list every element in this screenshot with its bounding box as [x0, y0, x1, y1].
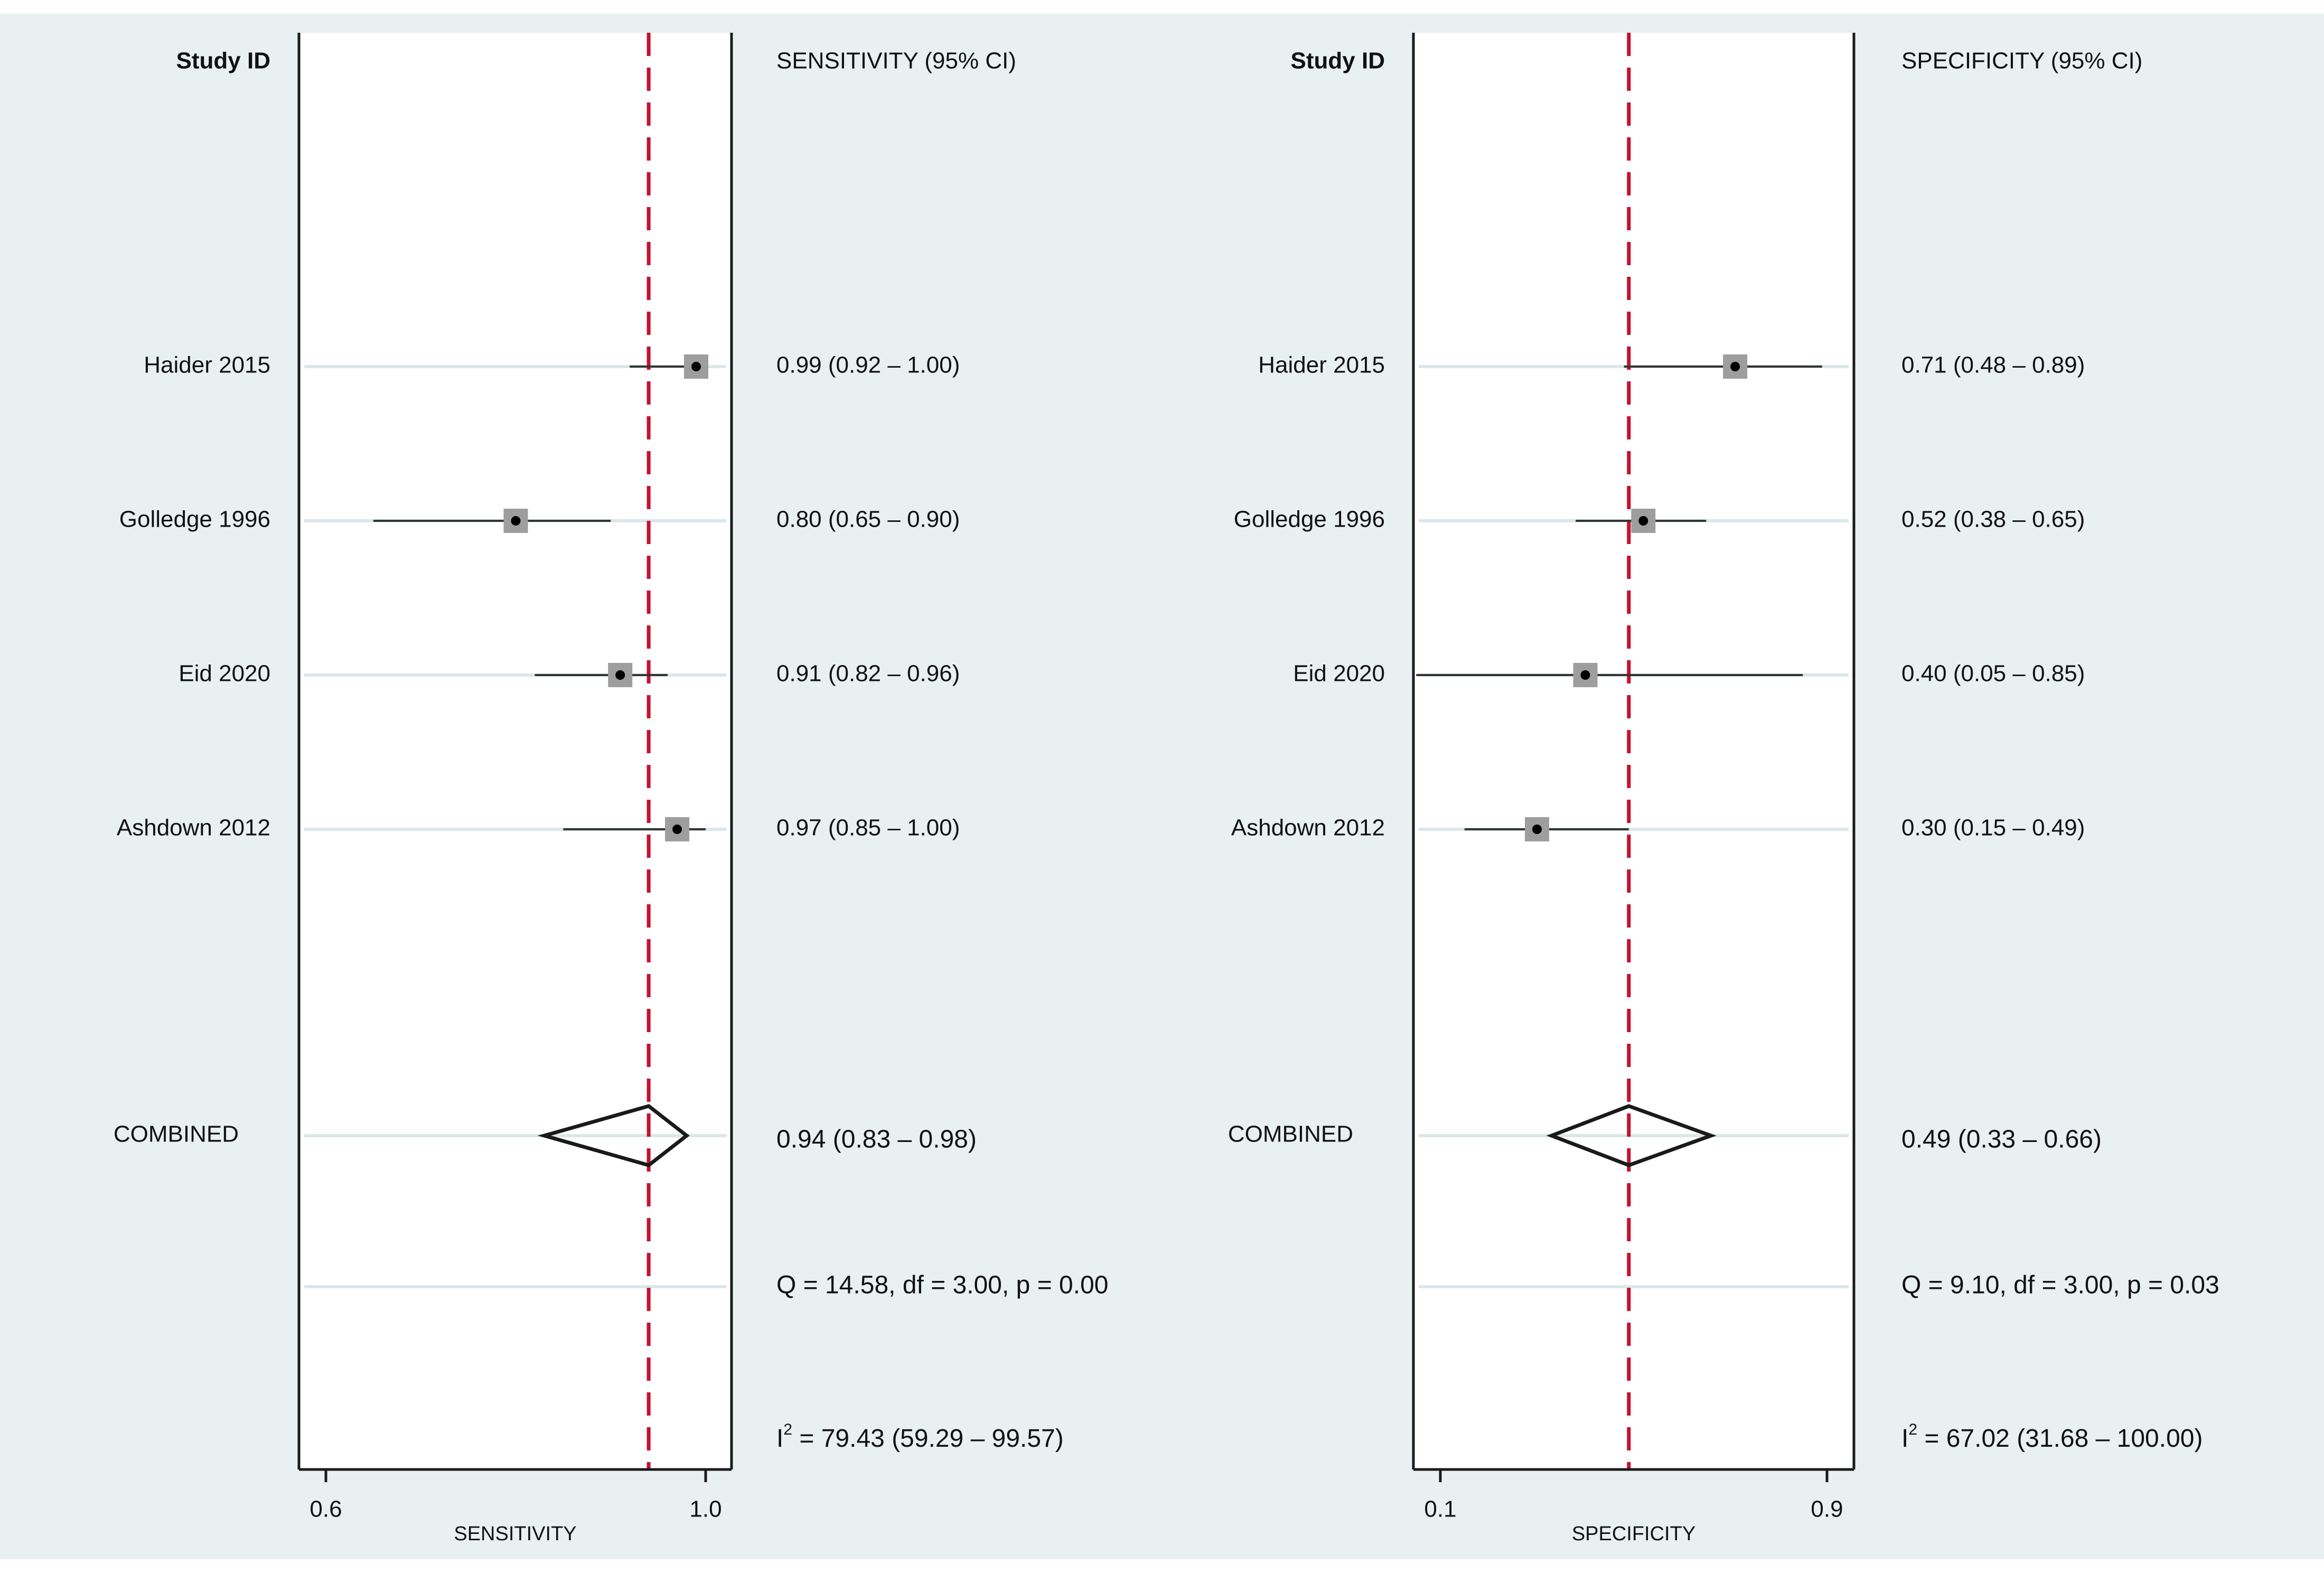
- plot-area: [1413, 33, 1854, 1469]
- study-estimate-text: 0.80 (0.65 – 0.90): [776, 507, 960, 532]
- study-estimate-text: 0.30 (0.15 – 0.49): [1901, 815, 2085, 841]
- ci-column-header: SENSITIVITY (95% CI): [776, 48, 1016, 74]
- point-estimate-dot: [511, 516, 521, 526]
- plot-area: [299, 33, 732, 1469]
- study-label: Ashdown 2012: [117, 815, 270, 841]
- study-row: Eid 2020 0.40 (0.05 – 0.85): [1293, 661, 2085, 687]
- combined-diamond: [1546, 1104, 1717, 1167]
- bottom-margin: [0, 1559, 2324, 1573]
- study-row: Eid 2020 0.91 (0.82 – 0.96): [179, 661, 960, 687]
- i-squared-text: I2 = 67.02 (31.68 – 100.00): [1901, 1421, 2203, 1453]
- study-id-header: Study ID: [1291, 48, 1385, 74]
- study-row: Haider 2015 0.71 (0.48 – 0.89): [1258, 352, 2085, 379]
- x-tick-label: 0.6: [310, 1496, 342, 1522]
- combined-row: COMBINED 0.94 (0.83 – 0.98): [114, 1104, 977, 1167]
- study-estimate-text: 0.99 (0.92 – 1.00): [776, 352, 960, 378]
- study-row: Golledge 1996 0.80 (0.65 – 0.90): [119, 507, 960, 533]
- study-label: Golledge 1996: [119, 507, 270, 532]
- i-squared-superscript: 2: [783, 1421, 792, 1438]
- combined-label: COMBINED: [114, 1121, 239, 1147]
- i-squared-value: = 67.02 (31.68 – 100.00): [1917, 1425, 2203, 1453]
- point-estimate-dot: [1730, 362, 1740, 371]
- point-estimate-dot: [691, 362, 701, 371]
- ci-column-header: SPECIFICITY (95% CI): [1901, 48, 2142, 74]
- combined-row: COMBINED 0.49 (0.33 – 0.66): [1228, 1104, 2102, 1167]
- point-estimate-dot: [615, 670, 625, 680]
- specificity-panel: Study ID SPECIFICITY (95% CI) Haider 2015 0…: [1228, 33, 2219, 1545]
- study-estimate-text: 0.91 (0.82 – 0.96): [776, 661, 960, 687]
- combined-label: COMBINED: [1228, 1121, 1353, 1147]
- point-estimate-dot: [1532, 825, 1542, 834]
- i-squared-text: I2 = 79.43 (59.29 – 99.57): [776, 1421, 1064, 1453]
- heterogeneity-q-text: Q = 9.10, df = 3.00, p = 0.03: [1901, 1271, 2219, 1299]
- point-estimate-dot: [1638, 516, 1648, 526]
- study-estimate-text: 0.71 (0.48 – 0.89): [1901, 352, 2085, 378]
- study-label: Haider 2015: [144, 352, 270, 378]
- study-label: Eid 2020: [1293, 661, 1385, 687]
- x-axis-title: SENSITIVITY: [454, 1523, 576, 1545]
- study-row: Golledge 1996 0.52 (0.38 – 0.65): [1234, 507, 2085, 533]
- study-id-header: Study ID: [176, 48, 270, 74]
- combined-estimate-text: 0.94 (0.83 – 0.98): [776, 1126, 977, 1154]
- i-squared-value: = 79.43 (59.29 – 99.57): [792, 1425, 1064, 1453]
- x-tick-label: 0.9: [1811, 1496, 1843, 1522]
- study-label: Haider 2015: [1258, 352, 1385, 378]
- study-label: Eid 2020: [179, 661, 270, 687]
- x-axis-title: SPECIFICITY: [1572, 1523, 1695, 1545]
- study-label: Golledge 1996: [1234, 507, 1385, 532]
- point-estimate-dot: [1580, 670, 1590, 680]
- point-estimate-dot: [672, 825, 682, 834]
- sensitivity-panel: Study ID SENSITIVITY (95% CI) Haider 2015 0…: [114, 33, 1108, 1545]
- x-tick-label: 1.0: [689, 1496, 721, 1522]
- i-squared-prefix: I: [776, 1425, 783, 1453]
- study-row: Ashdown 2012 0.97 (0.85 – 1.00): [117, 815, 960, 841]
- heterogeneity-q-text: Q = 14.58, df = 3.00, p = 0.00: [776, 1271, 1108, 1299]
- combined-diamond: [537, 1104, 690, 1167]
- study-row: Haider 2015 0.99 (0.92 – 1.00): [144, 352, 960, 379]
- top-margin: [0, 0, 2324, 14]
- i-squared-prefix: I: [1901, 1425, 1908, 1453]
- study-row: Ashdown 2012 0.30 (0.15 – 0.49): [1231, 815, 2085, 841]
- i-squared-superscript: 2: [1908, 1421, 1917, 1438]
- study-estimate-text: 0.97 (0.85 – 1.00): [776, 815, 960, 841]
- study-label: Ashdown 2012: [1231, 815, 1385, 841]
- x-tick-label: 0.1: [1424, 1496, 1456, 1522]
- combined-estimate-text: 0.49 (0.33 – 0.66): [1901, 1126, 2102, 1154]
- study-estimate-text: 0.52 (0.38 – 0.65): [1901, 507, 2085, 532]
- study-estimate-text: 0.40 (0.05 – 0.85): [1901, 661, 2085, 687]
